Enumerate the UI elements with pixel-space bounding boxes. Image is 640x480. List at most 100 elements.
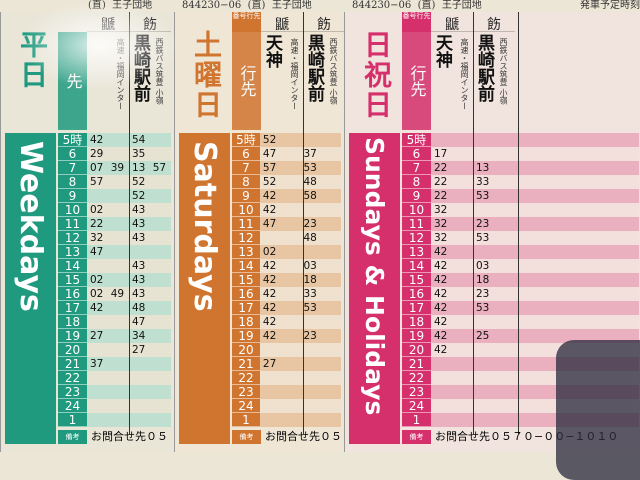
hour-cell: 6 [402, 147, 431, 161]
hour-cell: 21 [232, 357, 260, 371]
table-row: 17 42 48 [58, 301, 171, 315]
departure-cell-2 [473, 245, 515, 259]
day-sidebar: Sundays & Holidays [349, 133, 400, 444]
table-row: 13 42 [402, 245, 639, 259]
departure-cell-1 [431, 133, 473, 147]
departure-cell-1: 47 [262, 218, 277, 230]
table-row: 8 52 48 [232, 175, 341, 189]
hour-cell: 17 [402, 301, 431, 315]
departure-cell-2: 52 [132, 190, 146, 202]
departure-cell-1 [260, 413, 301, 427]
hour-cell: 13 [402, 245, 431, 259]
departure-cell-1: 42 [262, 190, 277, 202]
hour-cell: 15 [58, 273, 87, 287]
table-row: 22 [58, 371, 171, 385]
departure-cell-2: 53 [476, 232, 490, 244]
departure-cell-1: 02 [90, 274, 104, 286]
table-row: 10 32 [402, 203, 639, 217]
departure-cell-1: 42 [262, 204, 277, 216]
table-row: 15 42 18 [402, 273, 639, 287]
hour-cell: 15 [402, 273, 431, 287]
table-row: 12 32 43 [58, 231, 171, 245]
departure-cell-2 [300, 413, 341, 427]
table-row: 9 52 [58, 189, 171, 203]
table-row: 6 47 37 [232, 147, 341, 161]
departure-cell-2: 13 57 [132, 162, 167, 174]
departure-cell-2 [300, 133, 341, 147]
table-row: 21 27 [232, 357, 341, 371]
hour-cell: 18 [402, 315, 431, 329]
departure-cell-1: 42 [262, 316, 277, 328]
departure-cell-2: 48 [303, 232, 317, 244]
hour-cell: 14 [402, 259, 431, 273]
route-code: 844230−06 [352, 0, 412, 11]
timetable-rows: 5時 52 6 47 37 7 57 53 8 52 48 9 42 58 10… [232, 133, 341, 427]
departure-cell-1 [87, 413, 129, 427]
table-row: 5時 [402, 133, 639, 147]
departure-cell-1 [431, 371, 473, 385]
hour-cell: 13 [58, 245, 87, 259]
departure-cell-1: 42 [434, 246, 448, 258]
day-label-en: Sundays & Holidays [360, 137, 389, 416]
departure-cell-1: 47 [262, 148, 277, 160]
table-row: 8 22 33 [402, 175, 639, 189]
hour-cell: 20 [402, 343, 431, 357]
table-row: 9 42 58 [232, 189, 341, 203]
day-label-jp: 日祝日 [360, 30, 393, 120]
destination-2-sub: 西鉄バス筑豊 小嶺 [329, 38, 338, 105]
table-row: 10 42 [232, 203, 341, 217]
departure-cell-2: 48 [303, 176, 317, 188]
hour-cell: 8 [232, 175, 260, 189]
departure-cell-2: 53 [303, 302, 317, 314]
header-strip-holidays: 844230−06 (直) 王子団地 発車予定時刻 [352, 0, 640, 12]
hour-cell: 9 [402, 189, 431, 203]
departure-cell-1: 42 [434, 344, 448, 356]
departure-cell-2 [300, 245, 341, 259]
departure-cell-2 [129, 399, 171, 413]
departure-cell-1: 32 [434, 232, 448, 244]
departure-cell-2 [300, 371, 341, 385]
departure-cell-2: 18 [476, 274, 490, 286]
hour-cell: 24 [402, 399, 431, 413]
column-divider [129, 12, 131, 434]
hour-cell: 17 [232, 301, 260, 315]
table-row: 15 42 18 [232, 273, 341, 287]
shadow [556, 340, 640, 480]
departure-cell-1 [431, 357, 473, 371]
hour-cell: 13 [232, 245, 260, 259]
table-row: 17 42 53 [232, 301, 341, 315]
departure-cell-2 [473, 399, 515, 413]
table-row: 7 57 53 [232, 161, 341, 175]
table-row: 13 47 [58, 245, 171, 259]
table-row: 8 57 52 [58, 175, 171, 189]
hour-cell: 22 [402, 371, 431, 385]
table-row: 5時 52 [232, 133, 341, 147]
departure-cell-1: 32 [90, 232, 104, 244]
hour-cell: 18 [58, 315, 87, 329]
departure-cell-2 [473, 203, 515, 217]
day-sidebar: Weekdays [5, 133, 56, 444]
departure-cell-1: 42 [90, 302, 104, 314]
departure-cell-2 [473, 357, 515, 371]
header-strip-saturdays: 844230−06 (直) 王子団地 [182, 0, 312, 12]
departure-cell-1: 42 [262, 260, 277, 272]
hour-cell: 21 [402, 357, 431, 371]
departure-cell-2: 48 [132, 302, 146, 314]
table-row: 19 27 34 [58, 329, 171, 343]
destination-1: 天神 [262, 34, 282, 68]
hour-cell: 23 [232, 385, 260, 399]
departure-cell-2: 47 [132, 316, 146, 328]
departure-cell-1: 22 [90, 218, 104, 230]
departure-cell-1: 02 49 [90, 288, 125, 300]
table-row: 15 02 43 [58, 273, 171, 287]
departure-cell-2 [300, 203, 341, 217]
hour-cell: 8 [402, 175, 431, 189]
departure-cell-2 [300, 399, 341, 413]
departure-cell-1 [260, 231, 301, 245]
route-col-label: 行先 [237, 65, 257, 97]
table-row: 19 42 23 [232, 329, 341, 343]
departure-cell-2: 52 [132, 176, 146, 188]
departure-cell-1: 02 [262, 246, 277, 258]
hour-cell: 1 [232, 413, 260, 427]
note-label: 備考 [402, 430, 431, 444]
